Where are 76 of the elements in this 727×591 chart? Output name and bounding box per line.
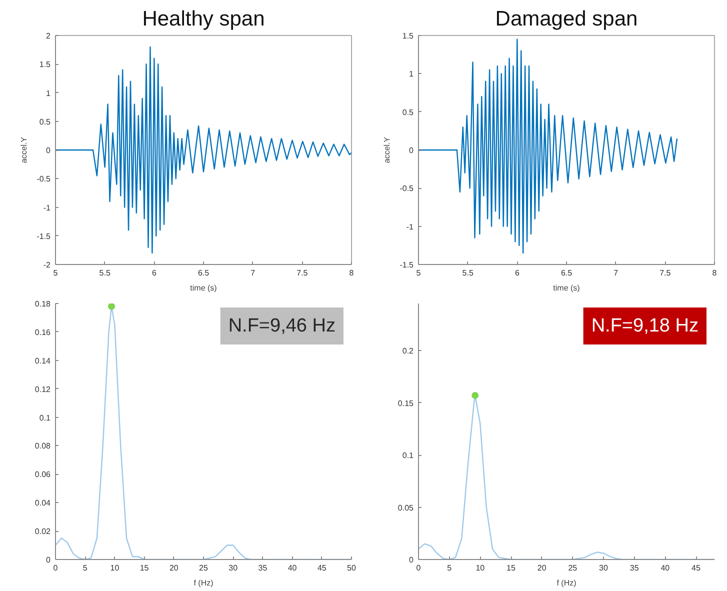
x-tick-label: 5 xyxy=(447,564,452,572)
x-tick-label: 0 xyxy=(53,564,58,572)
y-tick-label: -0.5 xyxy=(400,184,414,194)
x-tick-label: 45 xyxy=(692,564,701,572)
y-axis-title: accel.Y xyxy=(20,136,29,164)
x-tick-label: 5.5 xyxy=(462,268,474,278)
y-tick-label: 0.16 xyxy=(34,328,52,337)
x-tick-label: 10 xyxy=(476,564,486,572)
x-tick-label: 5.5 xyxy=(99,268,111,278)
y-tick-label: 0 xyxy=(409,146,414,155)
y-tick-label: -2 xyxy=(43,260,52,270)
x-tick-label: 8 xyxy=(349,268,354,278)
x-tick-label: 7.5 xyxy=(296,268,308,278)
x-tick-label: 20 xyxy=(537,564,547,572)
x-tick-label: 30 xyxy=(599,564,608,572)
chart-title: Damaged span xyxy=(495,8,638,30)
y-tick-label: -1.5 xyxy=(400,260,414,270)
y-tick-label: 0.12 xyxy=(34,384,52,394)
y-tick-label: 0.5 xyxy=(39,117,52,126)
y-axis-title: accel.Y xyxy=(382,136,392,164)
x-axis-title: time (s) xyxy=(190,284,218,292)
x-tick-label: 15 xyxy=(140,564,150,572)
y-tick-label: 0 xyxy=(409,556,414,564)
y-tick-label: 0.5 xyxy=(402,108,414,117)
x-tick-label: 30 xyxy=(228,564,238,572)
chart-title: Healthy span xyxy=(142,8,265,30)
y-tick-label: -1.5 xyxy=(36,232,52,241)
y-tick-label: 0 xyxy=(46,146,52,155)
y-tick-label: 1.5 xyxy=(39,60,52,70)
y-tick-label: 0 xyxy=(46,556,52,564)
y-tick-label: 0.05 xyxy=(398,503,414,512)
x-tick-label: 7.5 xyxy=(660,268,672,278)
y-tick-label: 1 xyxy=(46,88,52,98)
y-tick-label: 0.14 xyxy=(34,356,52,366)
y-tick-label: 0.2 xyxy=(402,346,414,356)
x-tick-label: 45 xyxy=(317,564,327,572)
y-tick-label: 2 xyxy=(46,32,52,40)
x-tick-label: 6 xyxy=(152,268,157,278)
x-tick-label: 5 xyxy=(416,268,422,278)
y-tick-label: 1 xyxy=(409,70,414,79)
x-tick-label: 8 xyxy=(712,268,718,278)
x-axis-title: f (Hz) xyxy=(556,578,577,588)
x-tick-label: 7 xyxy=(614,268,619,278)
x-tick-label: 50 xyxy=(347,564,356,572)
y-tick-label: 0.18 xyxy=(34,300,52,308)
annotation: N.F=9,46 Hz xyxy=(228,316,336,336)
y-tick-label: 0.08 xyxy=(34,442,52,451)
x-tick-label: 20 xyxy=(169,564,179,572)
x-tick-label: 6.5 xyxy=(198,268,210,278)
x-tick-label: 15 xyxy=(506,564,516,572)
x-tick-label: 40 xyxy=(660,564,670,572)
y-tick-label: 0.02 xyxy=(34,527,52,536)
annotation: N.F=9,18 Hz xyxy=(591,316,699,336)
x-tick-label: 35 xyxy=(258,564,268,572)
x-tick-label: 7 xyxy=(250,268,256,278)
x-axis-title: time (s) xyxy=(553,284,580,292)
x-tick-label: 0 xyxy=(416,564,422,572)
y-tick-label: 0.1 xyxy=(402,451,414,460)
y-tick-label: 0.15 xyxy=(398,398,414,408)
y-tick-label: 0.06 xyxy=(34,470,52,480)
y-tick-label: -1 xyxy=(406,222,414,232)
x-tick-label: 5 xyxy=(53,268,58,278)
y-tick-label: 1.5 xyxy=(402,32,414,40)
y-tick-label: 0.1 xyxy=(39,413,52,422)
y-tick-label: -0.5 xyxy=(36,174,52,184)
x-axis-title: f (Hz) xyxy=(194,578,214,588)
x-tick-label: 35 xyxy=(630,564,640,572)
x-tick-label: 25 xyxy=(199,564,208,572)
y-tick-label: -1 xyxy=(43,203,52,212)
x-tick-label: 10 xyxy=(110,564,120,572)
x-tick-label: 25 xyxy=(568,564,578,572)
x-tick-label: 6.5 xyxy=(560,268,573,278)
y-tick-label: 0.04 xyxy=(34,498,52,508)
x-tick-label: 6 xyxy=(514,268,520,278)
x-tick-label: 40 xyxy=(288,564,298,572)
x-tick-label: 5 xyxy=(82,564,88,572)
